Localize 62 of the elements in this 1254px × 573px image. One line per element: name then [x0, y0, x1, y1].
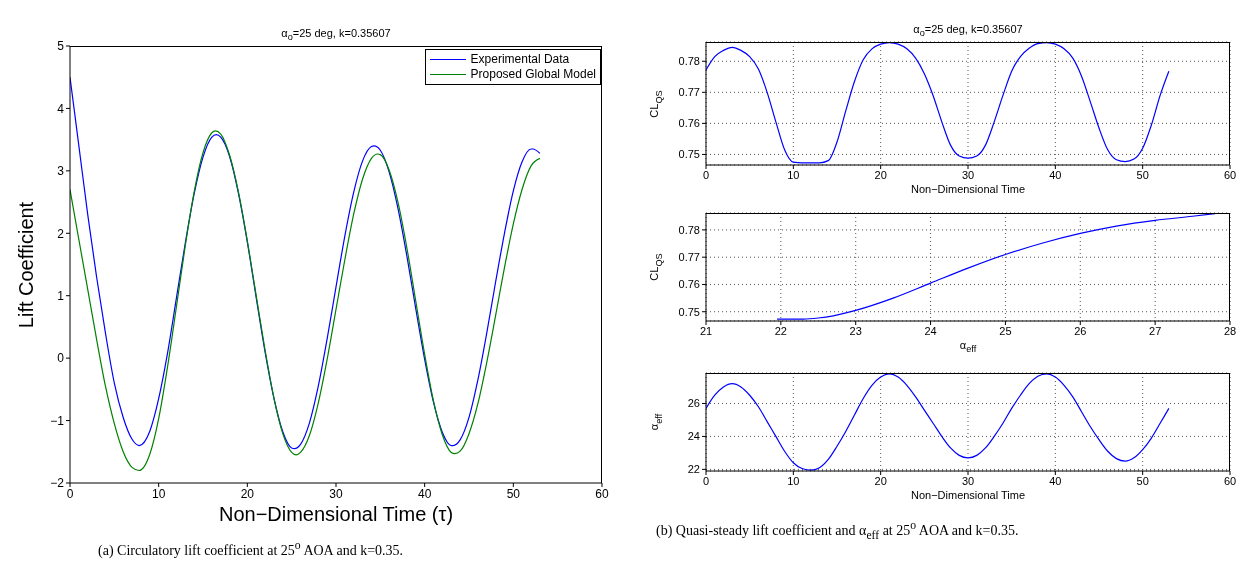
x-tick-label: 20 — [874, 474, 887, 487]
x-tick-label: 40 — [1049, 474, 1062, 487]
y-tick-label: 0.78 — [678, 55, 700, 68]
y-tick-label: 0.75 — [678, 305, 700, 318]
x-tick-label: 40 — [1049, 168, 1062, 181]
x-tick-label: 20 — [240, 486, 255, 501]
y-tick-label: 3 — [57, 164, 65, 179]
y-tick-label: 22 — [687, 463, 700, 476]
y-axis-title: Lift Coefficient — [14, 201, 37, 328]
x-tick-label: 30 — [961, 168, 975, 181]
x-tick-label: 60 — [1223, 474, 1237, 487]
line-series — [776, 213, 1216, 320]
x-tick-label: 10 — [787, 168, 800, 181]
x-axis-title: Non−Dimensional Time (τ) — [218, 503, 454, 525]
x-tick-label: 25 — [999, 324, 1012, 337]
x-tick-label: 50 — [1136, 168, 1149, 181]
y-tick-label: 0.78 — [678, 223, 700, 236]
line-series — [706, 42, 1170, 164]
x-tick-label: 10 — [787, 474, 800, 487]
x-tick-label: 24 — [924, 324, 937, 337]
y-tick-label: 0.76 — [678, 278, 700, 291]
x-tick-label: 40 — [417, 486, 432, 501]
y-tick-label: 0.77 — [678, 86, 700, 99]
y-tick-label: 4 — [57, 101, 65, 116]
x-tick-label: 21 — [699, 324, 713, 337]
chart-title: α$_{o}$=25 deg, k=0.35607 — [913, 23, 1023, 39]
y-tick-label: 24 — [687, 430, 700, 443]
y-tick-label: 2 — [57, 226, 65, 241]
x-tick-label: 0 — [702, 168, 710, 181]
legend-label: Experimental Data — [470, 52, 570, 67]
x-tick-label: 10 — [151, 486, 166, 501]
x-tick-label: 30 — [329, 486, 343, 501]
x-tick-label: 22 — [774, 324, 787, 337]
x-axis-title: α$_{eff}$ — [959, 339, 977, 355]
x-tick-label: 26 — [1074, 324, 1087, 337]
text: (b) Quasi-steady lift coefficient and α$_{eff}$ at 25$^{o}$ AOA and k=0.35. — [656, 519, 1019, 542]
y-tick-label: 0 — [57, 351, 65, 366]
line-series — [70, 130, 541, 472]
x-tick-label: 50 — [506, 486, 521, 501]
text: (a) Circulatory lift coefficient at 25$^{o}$ AOA and k=0.35. — [98, 539, 404, 558]
y-tick-label: 0.77 — [678, 251, 700, 264]
x-tick-label: 20 — [874, 168, 887, 181]
x-axis-title: Non−Dimensional Time — [910, 489, 1026, 501]
line-series — [706, 373, 1170, 471]
y-tick-label: 26 — [687, 397, 700, 410]
x-tick-label: 27 — [1149, 324, 1162, 337]
y-tick-label: 0.75 — [678, 148, 700, 161]
x-tick-label: 30 — [961, 474, 975, 487]
x-tick-label: 0 — [702, 474, 710, 487]
x-tick-label: 23 — [849, 324, 862, 337]
x-tick-label: 28 — [1223, 324, 1237, 337]
y-tick-label: −2 — [50, 476, 65, 491]
x-tick-label: 60 — [1223, 168, 1237, 181]
legend-label: Proposed Global Model — [470, 67, 596, 82]
chart-title: α$_{o}$=25 deg, k=0.35607 — [281, 27, 391, 43]
x-tick-label: 50 — [1136, 474, 1149, 487]
y-tick-label: 5 — [57, 39, 65, 54]
y-tick-label: 0.76 — [678, 117, 700, 130]
x-tick-label: 60 — [595, 486, 609, 501]
y-tick-label: 1 — [57, 288, 65, 303]
y-tick-label: −1 — [50, 413, 65, 428]
x-axis-title: Non−Dimensional Time — [910, 183, 1026, 195]
